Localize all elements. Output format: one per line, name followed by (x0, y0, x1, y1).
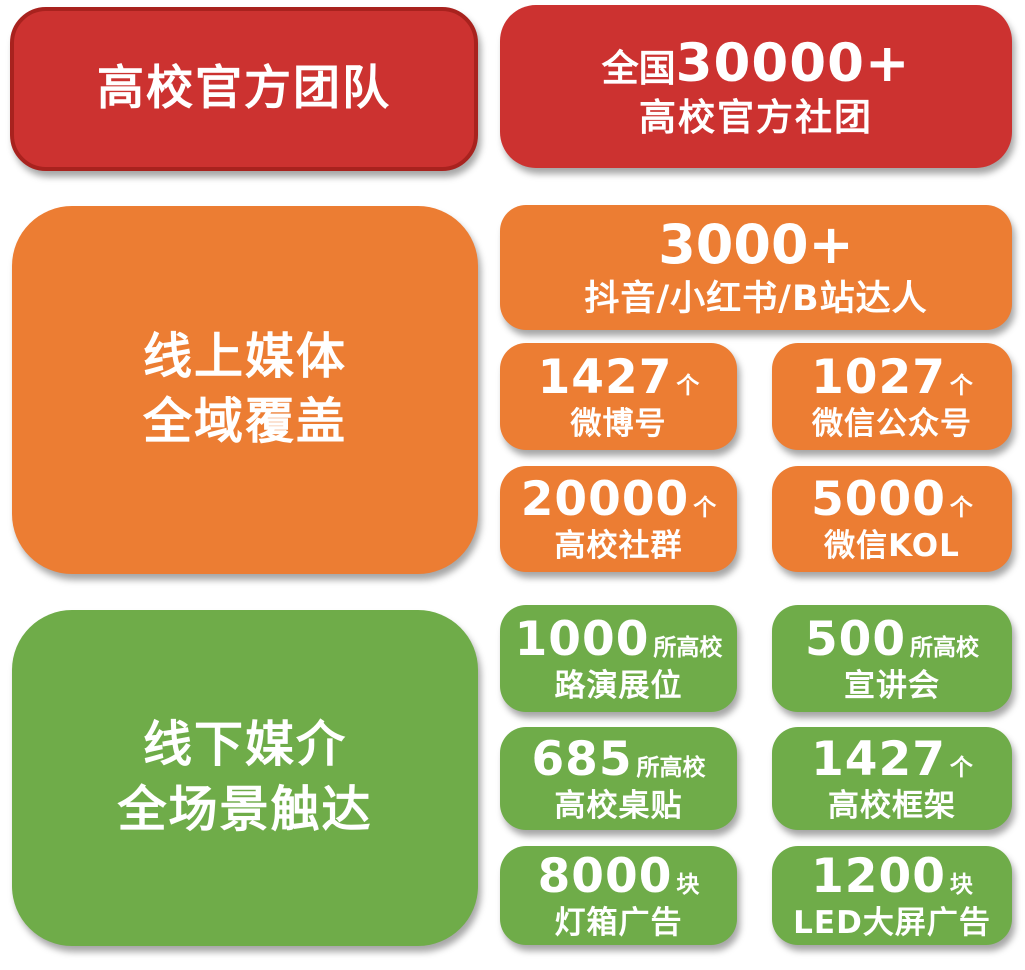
stat-line: 500 所高校 (805, 616, 979, 663)
stat-number: 1427 (537, 349, 673, 405)
offline-media-title-line2: 全场景触达 (117, 781, 373, 838)
stat-label: 高校官方社团 (639, 96, 873, 139)
frame-stat-card: 1427 个 高校框架 (772, 727, 1012, 830)
stat-number: 1427 (811, 731, 946, 787)
official-team-title: 高校官方团队 (97, 61, 391, 117)
stat-number: 5000 (811, 472, 946, 527)
wechat-official-stat-card: 1027 个 微信公众号 (772, 343, 1012, 450)
online-media-title-line2: 全域覆盖 (142, 393, 347, 450)
stat-unit: 所高校 (653, 634, 723, 661)
official-team-stat-card: 全国 30000+ 高校官方社团 (500, 5, 1012, 168)
wechat-kol-stat-card: 5000 个 微信KOL (772, 466, 1012, 572)
stat-prefix: 全国 (601, 47, 676, 90)
stat-unit: 块 (676, 871, 700, 898)
stat-unit: 所高校 (636, 754, 706, 781)
online-media-header-card: 线上媒体 全域覆盖 (12, 206, 478, 574)
official-team-stat-line: 全国 30000+ (602, 37, 911, 90)
stat-label: 高校社群 (554, 528, 683, 564)
stat-line: 1000 所高校 (515, 616, 723, 663)
stat-number: 20000 (520, 472, 690, 527)
stat-line: 1427 个 (538, 354, 700, 401)
offline-media-title: 线下媒介 全场景触达 (117, 713, 372, 842)
online-media-title: 线上媒体 全域覆盖 (143, 325, 347, 454)
stat-label: 高校框架 (828, 787, 956, 824)
stat-number: 8000 (537, 848, 673, 904)
stat-label: 微信KOL (824, 528, 960, 564)
stat-unit: 个 (949, 495, 973, 521)
stat-unit: 个 (949, 372, 973, 399)
stat-number: 500 (804, 611, 907, 667)
stat-unit: 块 (949, 871, 973, 898)
stat-label: 宣讲会 (844, 667, 940, 704)
official-team-header-card: 高校官方团队 (10, 7, 478, 171)
lightbox-stat-card: 8000 块 灯箱广告 (500, 846, 737, 945)
seminar-stat-card: 500 所高校 宣讲会 (772, 605, 1012, 712)
campus-group-stat-card: 20000 个 高校社群 (500, 466, 737, 572)
stat-label: 高校桌贴 (554, 787, 683, 824)
stat-number: 3000+ (658, 213, 854, 276)
stat-number: 30000+ (675, 33, 911, 94)
offline-media-title-line1: 线下媒介 (142, 716, 347, 774)
stat-label: LED大屏广告 (793, 904, 991, 941)
stat-line: 8000 块 (538, 853, 700, 900)
led-screen-stat-card: 1200 块 LED大屏广告 (772, 846, 1012, 945)
weibo-stat-card: 1427 个 微博号 (500, 343, 737, 450)
stat-label: 路演展位 (554, 667, 683, 704)
online-feature-stat-card: 3000+ 抖音/小红书/B站达人 (500, 205, 1012, 330)
stat-line: 20000 个 (521, 476, 717, 523)
desk-sticker-stat-card: 685 所高校 高校桌贴 (500, 727, 737, 830)
online-media-title-line1: 线上媒体 (142, 328, 347, 386)
stat-number: 1027 (811, 349, 946, 405)
roadshow-stat-card: 1000 所高校 路演展位 (500, 605, 737, 712)
stat-line: 1427 个 (811, 736, 973, 783)
stat-number: 1200 (811, 848, 946, 904)
stat-label: 微信公众号 (812, 405, 972, 442)
stat-label: 抖音/小红书/B站达人 (584, 279, 928, 319)
stat-line: 685 所高校 (531, 736, 705, 783)
stat-unit: 所高校 (910, 634, 980, 661)
stat-line: 1027 个 (811, 354, 973, 401)
stat-line: 1200 块 (811, 853, 973, 900)
stat-unit: 个 (693, 495, 717, 521)
offline-media-header-card: 线下媒介 全场景触达 (12, 610, 478, 946)
stat-number: 685 (531, 731, 633, 787)
stat-unit: 个 (676, 372, 700, 399)
stat-label: 微博号 (570, 405, 667, 442)
stat-number: 1000 (514, 611, 650, 667)
stat-line: 5000 个 (811, 476, 973, 523)
stat-label: 灯箱广告 (554, 904, 683, 941)
stat-unit: 个 (949, 754, 973, 781)
